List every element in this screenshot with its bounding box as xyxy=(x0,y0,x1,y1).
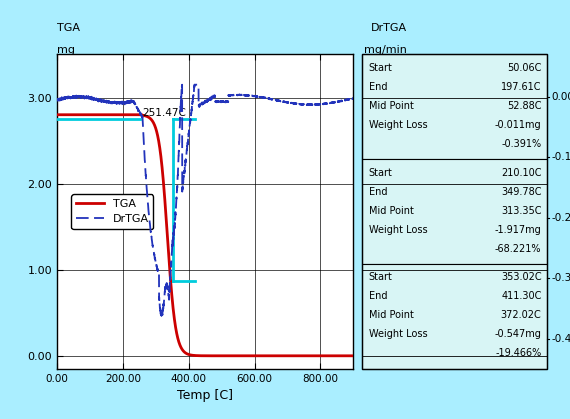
Text: End: End xyxy=(369,291,387,301)
Text: Weight Loss: Weight Loss xyxy=(369,225,428,235)
Text: -0.547mg: -0.547mg xyxy=(495,329,542,339)
Text: Start: Start xyxy=(369,63,393,73)
Text: -0.391%: -0.391% xyxy=(502,139,542,149)
Text: -0.011mg: -0.011mg xyxy=(495,120,542,130)
Text: mg/min: mg/min xyxy=(364,45,407,55)
Text: TGA: TGA xyxy=(57,23,80,33)
Text: -68.221%: -68.221% xyxy=(495,244,542,254)
Text: -1.917mg: -1.917mg xyxy=(495,225,542,235)
Text: 0.00: 0.00 xyxy=(552,92,570,102)
Text: -0.40: -0.40 xyxy=(552,334,570,344)
X-axis label: Temp [C]: Temp [C] xyxy=(177,389,233,402)
Text: 313.35C: 313.35C xyxy=(501,206,542,216)
Text: 210.10C: 210.10C xyxy=(501,168,542,178)
Text: End: End xyxy=(369,186,387,197)
Text: Start: Start xyxy=(369,272,393,282)
Text: 353.02C: 353.02C xyxy=(501,272,542,282)
Text: Mid Point: Mid Point xyxy=(369,310,414,321)
Text: 50.06C: 50.06C xyxy=(507,63,542,73)
Text: 52.88C: 52.88C xyxy=(507,101,542,111)
Text: mg: mg xyxy=(57,45,75,55)
Text: 197.61C: 197.61C xyxy=(501,82,542,92)
Text: 251.47C: 251.47C xyxy=(142,109,186,119)
Text: Weight Loss: Weight Loss xyxy=(369,120,428,130)
Text: DrTGA: DrTGA xyxy=(370,23,407,33)
Legend: TGA, DrTGA: TGA, DrTGA xyxy=(71,194,153,229)
Text: 349.78C: 349.78C xyxy=(501,186,542,197)
Text: Weight Loss: Weight Loss xyxy=(369,329,428,339)
Text: 411.30C: 411.30C xyxy=(501,291,542,301)
Text: -0.30: -0.30 xyxy=(552,273,570,283)
Text: Mid Point: Mid Point xyxy=(369,206,414,216)
Text: Mid Point: Mid Point xyxy=(369,101,414,111)
Text: -19.466%: -19.466% xyxy=(495,349,542,359)
Text: Start: Start xyxy=(369,168,393,178)
Text: 372.02C: 372.02C xyxy=(501,310,542,321)
Text: -0.20: -0.20 xyxy=(552,212,570,222)
Text: -0.10: -0.10 xyxy=(552,152,570,162)
Text: End: End xyxy=(369,82,387,92)
